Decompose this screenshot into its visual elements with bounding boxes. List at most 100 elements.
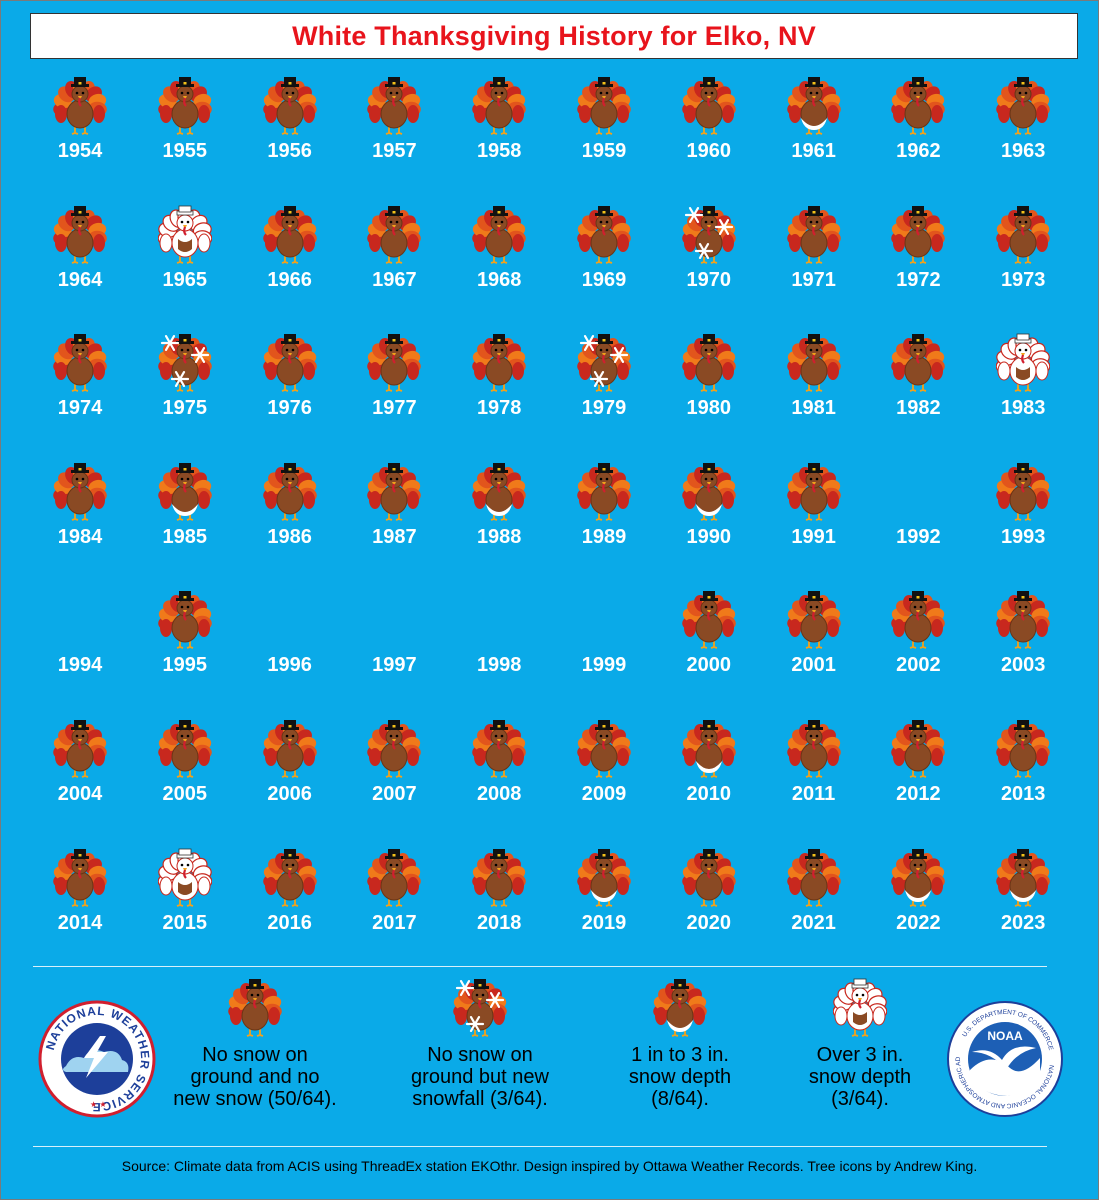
turkey-heavy-snow-icon bbox=[996, 333, 1051, 393]
year-cell-2008: 2008 bbox=[447, 713, 551, 841]
year-cell-1962: 1962 bbox=[866, 70, 970, 198]
turkey-icon bbox=[996, 462, 1050, 521]
turkey-icon bbox=[786, 334, 841, 393]
year-cell-2020: 2020 bbox=[657, 842, 761, 970]
turkey-light-snow-icon bbox=[472, 462, 526, 521]
year-label: 2003 bbox=[1000, 654, 1046, 677]
year-label: 2010 bbox=[686, 783, 732, 805]
year-label: 1965 bbox=[162, 268, 208, 291]
year-cell-1971: 1971 bbox=[762, 199, 866, 327]
year-cell-2023: 2023 bbox=[971, 842, 1075, 970]
year-label: 1988 bbox=[476, 525, 522, 548]
turkey-icon bbox=[786, 205, 841, 264]
turkey-icon bbox=[53, 334, 107, 393]
year-cell-1973: 1973 bbox=[971, 199, 1075, 327]
year-label: 1976 bbox=[267, 397, 312, 420]
turkey-icon bbox=[367, 334, 422, 393]
year-cell-1960: 1960 bbox=[657, 70, 761, 198]
turkey-icon bbox=[367, 720, 422, 778]
year-label: 1994 bbox=[57, 654, 103, 677]
year-cell-1965: 1965 bbox=[133, 199, 237, 327]
turkey-icon bbox=[472, 77, 526, 135]
year-cell-2018: 2018 bbox=[447, 842, 551, 970]
year-label: 2002 bbox=[896, 654, 941, 677]
svg-text:★ ★: ★ ★ bbox=[90, 1100, 107, 1109]
turkey-icon bbox=[786, 848, 841, 907]
year-cell-1985: 1985 bbox=[133, 456, 237, 584]
turkey-icon bbox=[262, 77, 317, 135]
turkey-icon bbox=[682, 591, 736, 650]
year-cell-1980: 1980 bbox=[657, 327, 761, 455]
turkey-icon bbox=[786, 720, 841, 778]
turkey-icon bbox=[472, 334, 526, 393]
turkey-heavy-snow-icon bbox=[157, 848, 212, 907]
turkey-icon bbox=[577, 77, 631, 135]
turkey-light-snow-icon bbox=[158, 462, 212, 521]
turkey-icon bbox=[262, 205, 317, 264]
year-cell-2022: 2022 bbox=[866, 842, 970, 970]
noaa-logo: NOAA NATIONAL OCEANIC AND ATMOSPHERIC AD… bbox=[946, 1000, 1063, 1117]
turkey-icon bbox=[682, 848, 736, 907]
turkey-icon bbox=[367, 205, 422, 264]
turkey-icon bbox=[53, 77, 107, 135]
turkey-light-snow-icon bbox=[653, 979, 707, 1037]
turkey-icon bbox=[158, 77, 212, 135]
turkey-icon bbox=[472, 205, 526, 264]
year-cell-2011: 2011 bbox=[762, 713, 866, 841]
turkey-icon bbox=[891, 720, 946, 778]
turkey-snowfall-icon bbox=[158, 334, 212, 393]
year-cell-1959: 1959 bbox=[552, 70, 656, 198]
year-cell-1958: 1958 bbox=[447, 70, 551, 198]
year-cell-2006: 2006 bbox=[238, 713, 342, 841]
year-label: 1958 bbox=[476, 140, 522, 162]
year-label: 1975 bbox=[162, 397, 208, 420]
page-title: White Thanksgiving History for Elko, NV bbox=[292, 20, 816, 51]
year-label: 1996 bbox=[267, 654, 312, 677]
year-label: 1980 bbox=[686, 397, 732, 420]
year-label: 1954 bbox=[57, 140, 103, 162]
year-cell-1968: 1968 bbox=[447, 199, 551, 327]
year-cell-1989: 1989 bbox=[552, 456, 656, 584]
year-label: 2021 bbox=[791, 911, 836, 934]
turkey-icon bbox=[996, 720, 1050, 778]
year-label: 2008 bbox=[476, 783, 522, 805]
turkey-light-snow-icon bbox=[786, 77, 841, 135]
year-cell-2019: 2019 bbox=[552, 842, 656, 970]
year-label: 2014 bbox=[57, 911, 103, 934]
year-label: 1972 bbox=[896, 268, 941, 291]
year-label: 1959 bbox=[581, 140, 627, 162]
year-cell-2005: 2005 bbox=[133, 713, 237, 841]
year-cell-1967: 1967 bbox=[342, 199, 446, 327]
year-label: 1969 bbox=[581, 268, 627, 291]
year-cell-1966: 1966 bbox=[238, 199, 342, 327]
nws-logo: NATIONAL WEATHER SERVICE ★ ★ bbox=[38, 1000, 156, 1118]
year-cell-1982: 1982 bbox=[866, 327, 970, 455]
turkey-icon bbox=[472, 848, 526, 907]
year-cell-1979: 1979 bbox=[552, 327, 656, 455]
year-cell-2004: 2004 bbox=[28, 713, 132, 841]
year-label: 1983 bbox=[1000, 397, 1046, 420]
year-cell-2009: 2009 bbox=[552, 713, 656, 841]
turkey-icon bbox=[158, 720, 212, 778]
year-grid: 1954 1955 1956 1957 1958 1959 1960 1961 1962 1963… bbox=[28, 70, 1076, 950]
year-label: 1997 bbox=[372, 654, 417, 677]
legend-label-light: 1 in to 3 in. snow depth (8/64). bbox=[628, 1044, 732, 1110]
year-cell-2010: 2010 bbox=[657, 713, 761, 841]
year-cell-1988: 1988 bbox=[447, 456, 551, 584]
turkey-icon bbox=[53, 462, 107, 521]
year-label: 1982 bbox=[896, 397, 941, 420]
turkey-icon bbox=[367, 848, 422, 907]
turkey-icon bbox=[577, 462, 631, 521]
noaa-logo-text: NOAA bbox=[987, 1029, 1023, 1043]
turkey-heavy-snow-icon bbox=[157, 205, 212, 264]
year-label: 1977 bbox=[372, 397, 417, 420]
year-label: 2015 bbox=[162, 911, 208, 934]
year-cell-1994: 1994 bbox=[28, 584, 132, 712]
year-cell-1977: 1977 bbox=[342, 327, 446, 455]
turkey-icon bbox=[53, 720, 107, 778]
turkey-icon bbox=[891, 334, 946, 393]
year-label: 2006 bbox=[267, 783, 312, 805]
year-label: 1981 bbox=[791, 397, 836, 420]
year-label: 1986 bbox=[267, 525, 312, 548]
year-cell-1983: 1983 bbox=[971, 327, 1075, 455]
